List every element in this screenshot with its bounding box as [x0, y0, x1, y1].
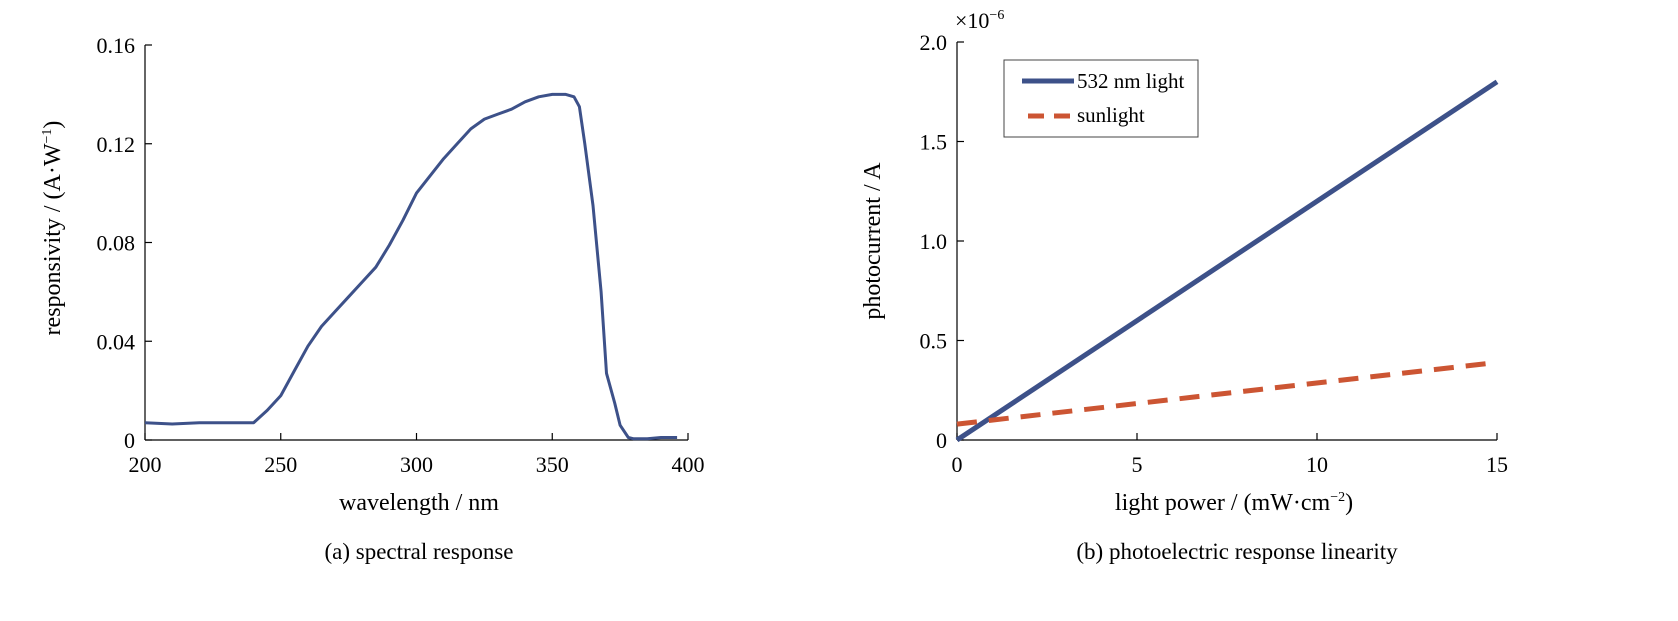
y-tick-label: 1.5: [920, 130, 948, 155]
x-tick-label: 250: [264, 452, 297, 477]
chart-a-x-ticks: 200 250 300 350 400: [129, 433, 705, 477]
x-tick-label: 15: [1486, 452, 1508, 477]
y-tick-label: 0: [124, 428, 135, 453]
y-tick-label: 0.16: [97, 33, 136, 58]
chart-b-y-ticks: 0 0.5 1.0 1.5 2.0: [920, 30, 964, 453]
chart-b-x-ticks: 0 5 10 15: [952, 433, 1508, 477]
chart-a-y-ticks: 0 0.04 0.08 0.12 0.16: [97, 33, 152, 453]
chart-b-legend: 532 nm light sunlight: [1003, 59, 1199, 138]
x-tick-label: 400: [672, 452, 705, 477]
x-tick-label: 350: [536, 452, 569, 477]
y-tick-label: 1.0: [920, 229, 948, 254]
y-tick-label: 0.5: [920, 329, 948, 354]
chart-a-caption: (a) spectral response: [324, 539, 513, 564]
chart-b-y-label: photocurrent / A: [860, 162, 886, 320]
y-tick-label: 0.04: [97, 329, 136, 354]
chart-b-x-label: light power / (mW·cm−2): [1115, 490, 1353, 516]
y-tick-label: 0: [936, 428, 947, 453]
chart-b-multiplier: ×10−6: [955, 8, 1004, 33]
chart-a-axes: [144, 45, 688, 441]
chart-a-x-label: wavelength / nm: [339, 490, 499, 516]
y-tick-label: 0.08: [97, 231, 136, 256]
x-tick-label: 200: [129, 452, 162, 477]
legend-box: [1003, 59, 1199, 138]
chart-spectral-response: 200 250 300 350 400 0 0.04 0.08 0.12 0.16 wavele…: [40, 33, 705, 564]
series-line-sunlight: [956, 359, 1498, 427]
chart-b-caption: (b) photoelectric response linearity: [1076, 539, 1398, 564]
x-tick-label: 300: [400, 452, 433, 477]
x-tick-label: 0: [952, 452, 963, 477]
chart-photoelectric-linearity: 0 5 10 15 0 0.5 1.0 1.5 2.0 ×10−6 532 nm light …: [860, 8, 1508, 564]
chart-b-series: [955, 79, 1499, 443]
legend-label-532nm: 532 nm light: [1077, 69, 1185, 93]
legend-label-sunlight: sunlight: [1077, 103, 1145, 127]
x-tick-label: 10: [1306, 452, 1328, 477]
chart-a-series-line: [144, 92, 678, 441]
y-tick-label: 0.12: [97, 132, 136, 157]
y-tick-label: 2.0: [920, 30, 948, 55]
x-tick-label: 5: [1132, 452, 1143, 477]
series-line-532nm: [955, 79, 1499, 443]
chart-a-y-label: responsivity / (A·W−1): [40, 121, 66, 336]
